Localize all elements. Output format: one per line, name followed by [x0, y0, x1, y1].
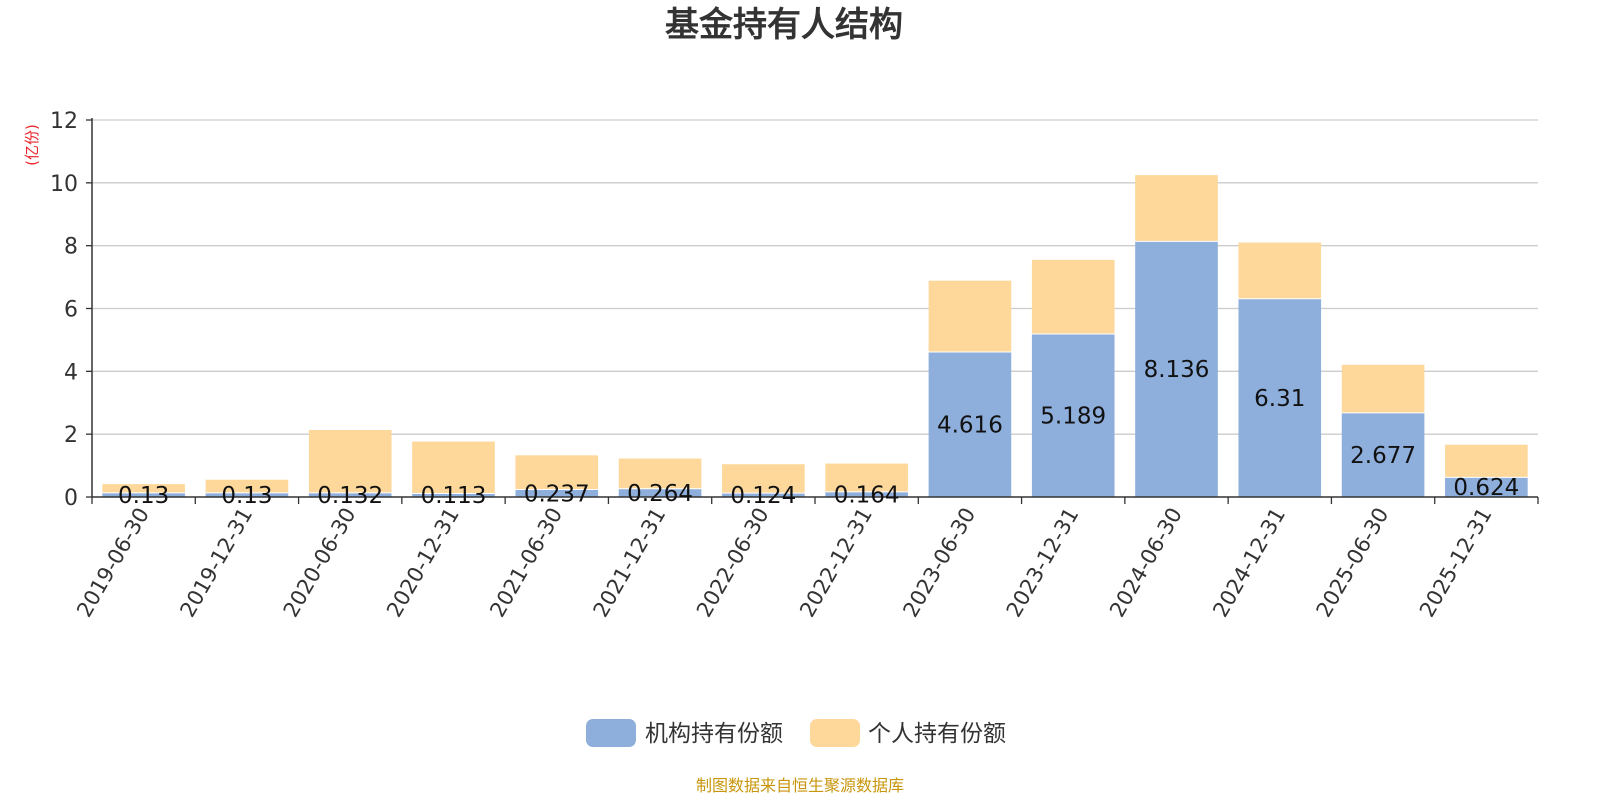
bar-institutional[interactable] — [928, 351, 1012, 497]
bar-individual[interactable] — [308, 430, 392, 493]
bar-individual[interactable] — [1238, 242, 1322, 299]
bar-institutional[interactable] — [515, 489, 599, 497]
bar-data-label: 6.31 — [1254, 386, 1305, 412]
bar-individual[interactable] — [1445, 444, 1528, 478]
bar-data-label: 2.677 — [1350, 443, 1416, 469]
x-tick-label: 2021-06-30 — [485, 504, 567, 622]
legend-label[interactable]: 机构持有份额 — [645, 721, 783, 747]
data-labels: 0.13 0.13 0.132 0.113 0.237 0.264 0.124 0.164 4.… — [118, 357, 1519, 509]
bar-individual[interactable] — [1031, 259, 1115, 334]
x-tick-label: 2023-12-31 — [1002, 504, 1084, 622]
legend-label[interactable]: 个人持有份额 — [868, 721, 1006, 747]
bar-data-label: 4.616 — [937, 412, 1003, 438]
x-tick-label: 2025-12-31 — [1415, 504, 1497, 622]
bar-data-label: 0.13 — [118, 483, 169, 509]
bar-data-label: 0.237 — [524, 481, 590, 507]
bar-data-label: 0.164 — [834, 482, 900, 508]
bar-institutional[interactable] — [412, 493, 495, 497]
y-unit-label: (亿份) — [23, 124, 41, 166]
bar-data-label: 5.189 — [1040, 403, 1106, 429]
y-tick-label: 10 — [50, 172, 78, 197]
x-tick-label: 2019-06-30 — [72, 504, 154, 622]
legend-swatch[interactable] — [586, 719, 636, 747]
bar-individual[interactable] — [412, 441, 495, 494]
bar-institutional[interactable] — [1445, 477, 1528, 497]
bar-institutional[interactable] — [1341, 412, 1425, 497]
bar-data-label: 0.113 — [421, 483, 487, 509]
source-note: 制图数据来自恒生聚源数据库 — [696, 776, 904, 795]
bar-data-label: 0.124 — [730, 483, 796, 509]
bar-individual[interactable] — [928, 280, 1012, 352]
bar-individual[interactable] — [1135, 175, 1218, 242]
x-tick-label: 2020-06-30 — [279, 504, 361, 622]
bar-data-label: 0.624 — [1453, 475, 1519, 501]
bar-individual[interactable] — [205, 479, 289, 493]
bar-individual[interactable] — [1341, 364, 1425, 413]
y-tick-label: 6 — [64, 298, 78, 323]
x-tick-label: 2022-12-31 — [795, 504, 877, 622]
x-tick-label: 2022-06-30 — [692, 504, 774, 622]
bar-individual[interactable] — [515, 455, 599, 490]
bar-data-label: 0.264 — [627, 481, 693, 507]
y-tick-label: 4 — [64, 360, 78, 385]
bar-data-label: 0.13 — [221, 483, 272, 509]
legend-swatch[interactable] — [810, 719, 860, 747]
bar-individual[interactable] — [618, 458, 702, 489]
x-tick-label: 2023-06-30 — [898, 504, 980, 622]
x-tick-label: 2020-12-31 — [382, 504, 464, 622]
bar-institutional[interactable] — [308, 492, 392, 497]
x-tick-label: 2024-12-31 — [1208, 504, 1290, 622]
bar-individual[interactable] — [825, 463, 908, 492]
bar-institutional[interactable] — [102, 492, 185, 497]
bar-data-label: 0.132 — [317, 483, 383, 509]
bar-individual[interactable] — [722, 464, 805, 494]
bar-institutional[interactable] — [205, 492, 289, 497]
x-tick-label: 2019-12-31 — [175, 504, 257, 622]
x-tick-label: 2025-06-30 — [1312, 504, 1394, 622]
bar-institutional[interactable] — [722, 493, 805, 497]
bar-institutional[interactable] — [1031, 333, 1115, 497]
bar-institutional[interactable] — [825, 491, 908, 497]
bars — [102, 175, 1528, 497]
y-tick-label: 12 — [50, 109, 78, 134]
legend[interactable]: 机构持有份额 个人持有份额 — [586, 719, 1006, 747]
y-tick-label: 8 — [64, 235, 78, 260]
bar-institutional[interactable] — [1135, 241, 1218, 497]
x-tick-label: 2024-06-30 — [1105, 504, 1187, 622]
bar-data-label: 8.136 — [1144, 357, 1210, 383]
bar-individual[interactable] — [102, 484, 185, 493]
bar-institutional[interactable] — [1238, 298, 1322, 497]
y-tick-label: 2 — [64, 423, 78, 448]
y-tick-label: 0 — [64, 486, 78, 511]
bar-institutional[interactable] — [618, 488, 702, 497]
x-tick-label: 2021-12-31 — [589, 504, 671, 622]
chart-title: 基金持有人结构 — [665, 5, 903, 45]
